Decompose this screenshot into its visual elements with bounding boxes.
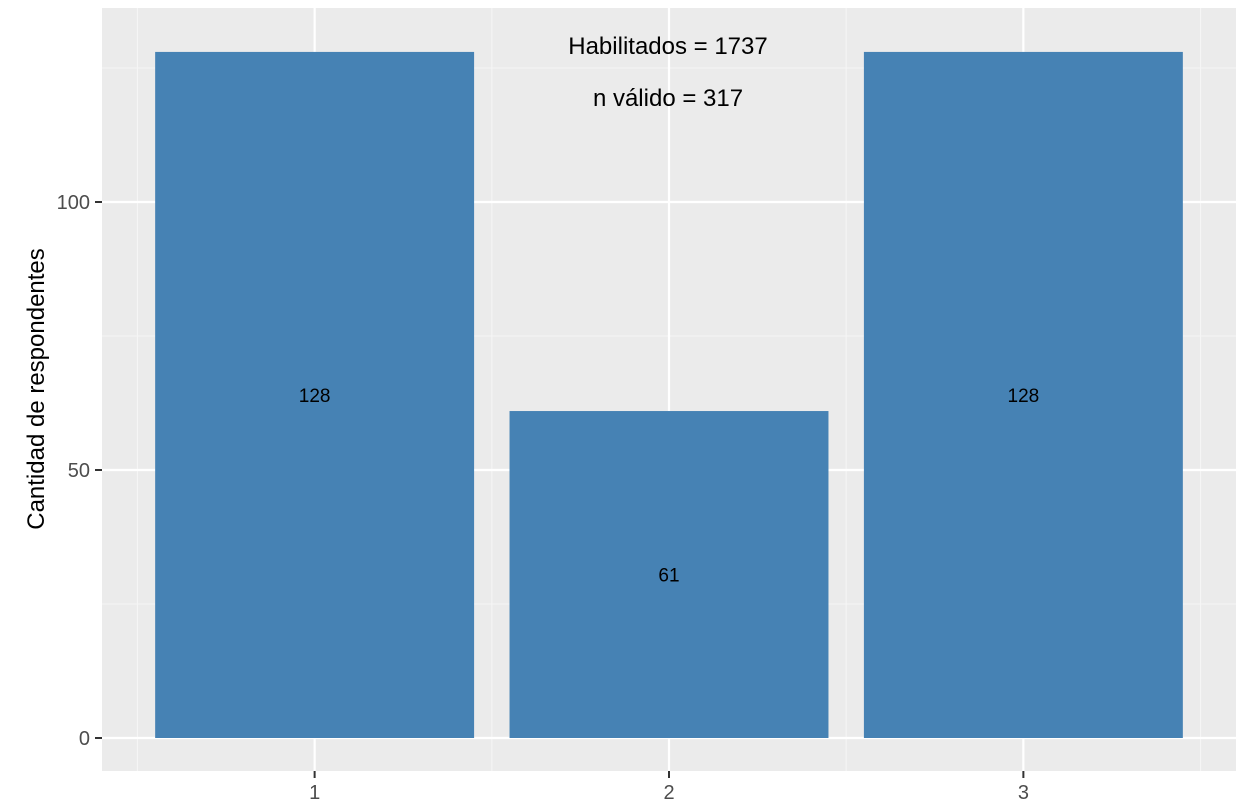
x-tick-label: 2 (663, 782, 674, 804)
y-tick-label: 100 (57, 192, 90, 214)
annotation-habilitados: Habilitados = 1737 (568, 33, 767, 60)
y-axis-title: Cantidad de respondentes (23, 248, 50, 530)
y-tick-label: 0 (79, 728, 90, 750)
y-tick-label: 50 (68, 460, 90, 482)
bars (155, 51, 1183, 739)
bar-1 (155, 51, 475, 739)
x-tick-label: 3 (1018, 782, 1029, 804)
data-label-2: 61 (658, 566, 679, 587)
bar-2 (509, 411, 829, 738)
data-label-1: 128 (299, 386, 331, 407)
x-tick-label: 1 (309, 782, 320, 804)
axes: 0 50 100 1 2 3 (57, 192, 1029, 804)
annotation-n-valido: n válido = 317 (593, 85, 743, 112)
annotations: Habilitados = 1737 n válido = 317 (568, 33, 767, 112)
bar-3 (863, 51, 1183, 739)
data-label-3: 128 (1008, 386, 1040, 407)
data-labels: 128 61 128 (299, 386, 1039, 587)
